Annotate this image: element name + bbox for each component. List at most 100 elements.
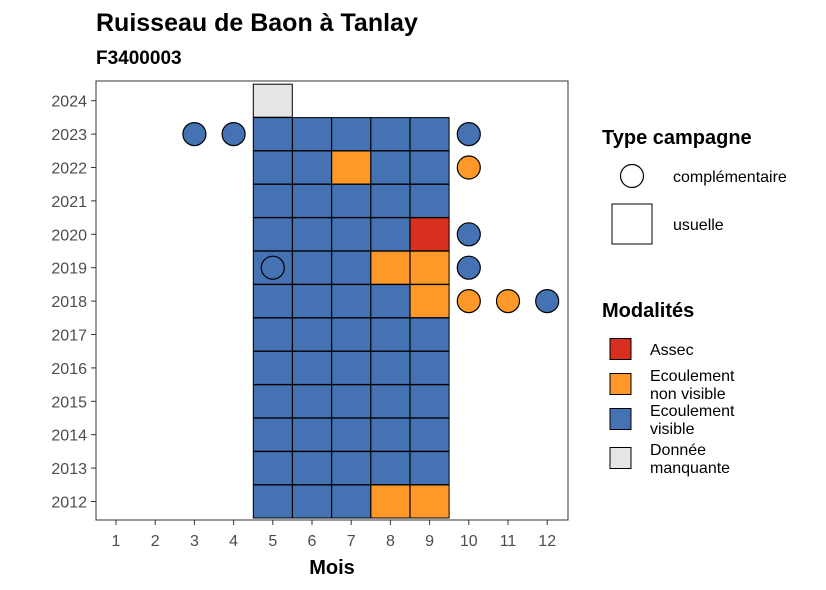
cell-usuelle-2021-6 <box>292 183 332 218</box>
legend-label-assec-line-1: Assec <box>650 342 694 359</box>
legend-modalites-title: Modalités <box>602 300 694 322</box>
cell-usuelle-2020-9 <box>409 217 450 252</box>
y-tick-label-2023: 2023 <box>51 127 87 144</box>
cell-usuelle-2015-5 <box>252 384 293 419</box>
cell-usuelle-2016-9 <box>409 350 450 385</box>
x-tick-label-12: 12 <box>538 533 556 550</box>
legend-swatch-assec <box>609 338 632 360</box>
cell-usuelle-2017-9 <box>409 317 450 352</box>
cell-usuelle-2020-8 <box>370 217 411 252</box>
cell-usuelle-2023-7 <box>331 117 372 152</box>
cell-usuelle-2022-5 <box>252 150 293 185</box>
point-complementaire-2018-12 <box>535 289 560 314</box>
cell-usuelle-2018-5 <box>252 284 293 319</box>
cell-usuelle-2014-8 <box>370 417 411 452</box>
x-tick-label-6: 6 <box>308 533 317 550</box>
point-complementaire-2018-11 <box>495 289 521 314</box>
x-tick-label-9: 9 <box>425 533 434 550</box>
legend-label-manquante-line-1: Donnée <box>650 442 706 459</box>
cell-usuelle-2018-9 <box>409 284 450 319</box>
y-tick-label-2013: 2013 <box>51 461 87 478</box>
y-tick-label-2016: 2016 <box>51 361 87 378</box>
y-tick-label-2012: 2012 <box>51 495 87 512</box>
x-axis-title: Mois <box>309 557 355 579</box>
cell-usuelle-2013-9 <box>409 451 450 486</box>
point-complementaire-2019-10 <box>456 255 481 280</box>
cell-usuelle-2022-7 <box>331 150 372 185</box>
y-tick-label-2024: 2024 <box>51 94 87 111</box>
cell-usuelle-2023-6 <box>292 117 332 152</box>
cell-usuelle-2020-5 <box>252 217 293 252</box>
cell-usuelle-2022-8 <box>370 150 411 185</box>
legend-label-visible-line-1: Ecoulement <box>650 403 735 420</box>
cell-usuelle-2024-5 <box>252 83 293 118</box>
cell-usuelle-2012-9 <box>409 484 450 519</box>
cell-usuelle-2022-9 <box>409 150 450 185</box>
cell-usuelle-2017-8 <box>370 317 411 352</box>
cell-usuelle-2019-7 <box>331 250 372 285</box>
y-tick-label-2019: 2019 <box>51 261 87 278</box>
cell-usuelle-2021-9 <box>409 183 450 218</box>
data-marks <box>182 83 560 519</box>
cell-usuelle-2021-5 <box>252 183 293 218</box>
cell-usuelle-2012-7 <box>331 484 372 519</box>
cell-usuelle-2013-5 <box>252 451 293 486</box>
cell-usuelle-2019-6 <box>292 250 332 285</box>
legend-swatch-manquante <box>609 447 632 469</box>
cell-usuelle-2016-5 <box>252 350 293 385</box>
legend-type-title: Type campagne <box>602 127 752 149</box>
x-tick-label-10: 10 <box>460 533 478 550</box>
x-tick-label-5: 5 <box>268 533 277 550</box>
legend-label-usuelle: usuelle <box>673 217 724 234</box>
cell-usuelle-2018-6 <box>292 284 332 319</box>
cell-usuelle-2012-8 <box>370 484 411 519</box>
cell-usuelle-2015-7 <box>331 384 372 419</box>
cell-usuelle-2013-7 <box>331 451 372 486</box>
point-complementaire-2019-5 <box>260 255 285 280</box>
cell-usuelle-2021-8 <box>370 183 411 218</box>
y-tick-label-2014: 2014 <box>51 428 87 445</box>
plot-border <box>95 80 569 521</box>
y-tick-label-2020: 2020 <box>51 227 87 244</box>
cell-usuelle-2017-6 <box>292 317 332 352</box>
cell-usuelle-2021-7 <box>331 183 372 218</box>
legend-label-non_visible-line-1: Ecoulement <box>650 368 735 385</box>
cell-usuelle-2020-7 <box>331 217 372 252</box>
point-complementaire-2023-10 <box>456 122 481 147</box>
y-axis: 2012 2013 2014 2015 2016 2017 2018 2019 2020 2021… <box>51 94 96 512</box>
y-tick-label-2021: 2021 <box>51 194 87 211</box>
cell-usuelle-2023-5 <box>252 117 293 152</box>
cell-usuelle-2023-9 <box>409 117 450 152</box>
legend-key-usuelle <box>611 203 653 245</box>
y-tick-label-2018: 2018 <box>51 294 87 311</box>
legend-swatch-non_visible <box>609 373 632 395</box>
cell-usuelle-2014-6 <box>292 417 332 452</box>
chart-title: Ruisseau de Baon à Tanlay <box>96 9 418 37</box>
cell-usuelle-2015-8 <box>370 384 411 419</box>
cell-usuelle-2020-6 <box>292 217 332 252</box>
x-tick-label-11: 11 <box>500 533 517 550</box>
legend-label-non_visible-line-2: non visible <box>650 386 726 403</box>
cell-usuelle-2012-5 <box>252 484 293 519</box>
cell-usuelle-2016-6 <box>292 350 332 385</box>
point-complementaire-2022-10 <box>456 155 481 180</box>
cell-usuelle-2023-8 <box>370 117 411 152</box>
chart-subtitle: F3400003 <box>96 48 182 69</box>
point-complementaire-2023-3 <box>182 122 207 147</box>
y-tick-label-2015: 2015 <box>51 394 87 411</box>
cell-usuelle-2017-7 <box>331 317 372 352</box>
legend-type-campagne: Type campagne complémentaire usuelle <box>602 127 787 245</box>
legend-label-complementaire: complémentaire <box>673 169 787 186</box>
cell-usuelle-2019-9 <box>409 250 450 285</box>
legend-key-complementaire <box>619 163 645 189</box>
cell-usuelle-2015-6 <box>292 384 332 419</box>
cell-usuelle-2014-7 <box>331 417 372 452</box>
y-tick-label-2022: 2022 <box>51 161 87 178</box>
legend-swatch-visible <box>609 408 632 430</box>
x-tick-label-7: 7 <box>347 533 356 550</box>
cell-usuelle-2017-5 <box>252 317 293 352</box>
point-complementaire-2020-10 <box>456 222 481 247</box>
y-tick-label-2017: 2017 <box>51 328 87 345</box>
